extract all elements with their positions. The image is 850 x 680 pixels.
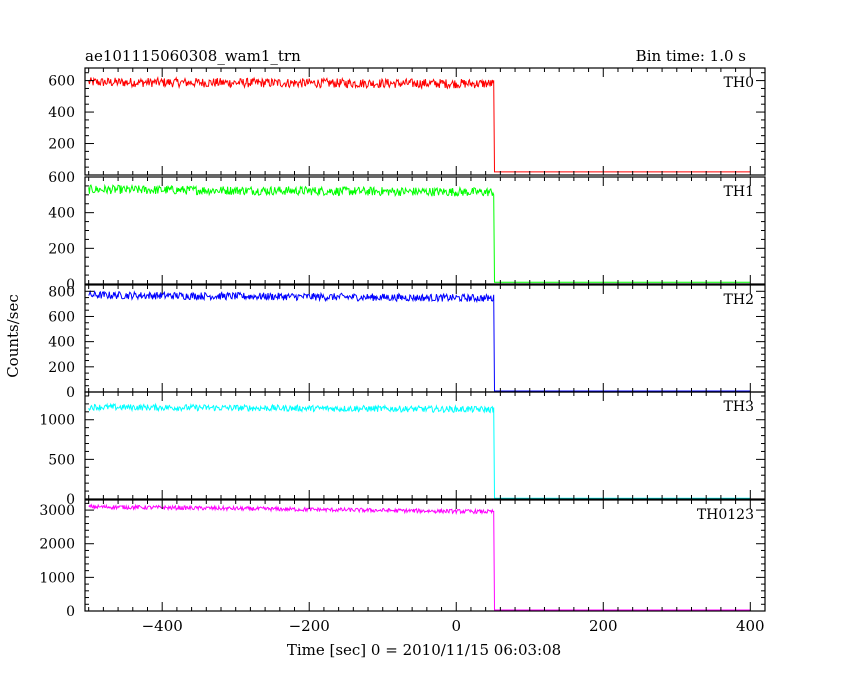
panel-th2: 0 200 400 600 800 TH2 xyxy=(48,284,766,401)
panel-frame xyxy=(84,67,766,176)
series-line-th0 xyxy=(88,75,751,173)
series-label: TH3 xyxy=(724,399,754,415)
panel-th1: 0 200 400 600 TH1 xyxy=(48,170,766,293)
y-tick-label: 500 xyxy=(48,452,75,468)
y-tick-label: 0 xyxy=(66,492,75,508)
panel-frame xyxy=(84,284,766,393)
y-tick-label: 600 xyxy=(48,309,75,325)
y-tick-label: 600 xyxy=(48,74,75,90)
y-tick-label: 3000 xyxy=(39,503,75,519)
series-line-th3 xyxy=(88,402,751,499)
x-tick-label: −400 xyxy=(142,617,183,635)
y-tick-label: 200 xyxy=(48,360,75,376)
y-tick-label: 200 xyxy=(48,137,75,153)
panel-frame xyxy=(84,499,766,612)
y-tick-label: 0 xyxy=(66,604,75,620)
y-tick-label: 0 xyxy=(66,277,75,293)
plot-title: ae101115060308_wam1_trn xyxy=(85,47,301,65)
y-tick-label: 1000 xyxy=(39,570,75,586)
y-tick-label: 1000 xyxy=(39,413,75,429)
series-label: TH1 xyxy=(724,184,754,200)
series-line-th2 xyxy=(88,289,751,392)
x-tick-label: 0 xyxy=(451,617,461,635)
bin-time-label: Bin time: 1.0 s xyxy=(636,47,746,65)
series-label: TH0 xyxy=(724,75,754,91)
panels-group: 200 400 600 TH0 0 200 400 600 TH1 0 200 400 600 800 TH… xyxy=(39,67,766,635)
panel-th0: 200 400 600 TH0 xyxy=(48,67,766,176)
x-tick-label: −200 xyxy=(289,617,330,635)
y-tick-label: 400 xyxy=(48,105,75,121)
y-tick-label: 800 xyxy=(48,284,75,300)
series-label: TH2 xyxy=(724,292,754,308)
y-tick-label: 0 xyxy=(66,385,75,401)
y-tick-label: 600 xyxy=(48,170,75,186)
y-tick-label: 200 xyxy=(48,241,75,257)
panel-th0123: 0 1000 2000 3000 TH0123 xyxy=(39,499,766,620)
series-line-th1 xyxy=(88,183,751,283)
series-label: TH0123 xyxy=(697,507,754,523)
y-tick-label: 2000 xyxy=(39,537,75,553)
series-line-th0123 xyxy=(88,503,751,611)
x-tick-label: 200 xyxy=(589,617,618,635)
y-axis-label: Counts/sec xyxy=(4,294,22,378)
y-tick-label: 400 xyxy=(48,335,75,351)
panel-frame xyxy=(84,391,766,500)
x-axis-label: Time [sec] 0 = 2010/11/15 06:03:08 xyxy=(287,641,561,659)
x-tick-label: 400 xyxy=(736,617,765,635)
y-tick-label: 400 xyxy=(48,206,75,222)
panel-th3: 0 500 1000 TH3 xyxy=(39,391,766,508)
